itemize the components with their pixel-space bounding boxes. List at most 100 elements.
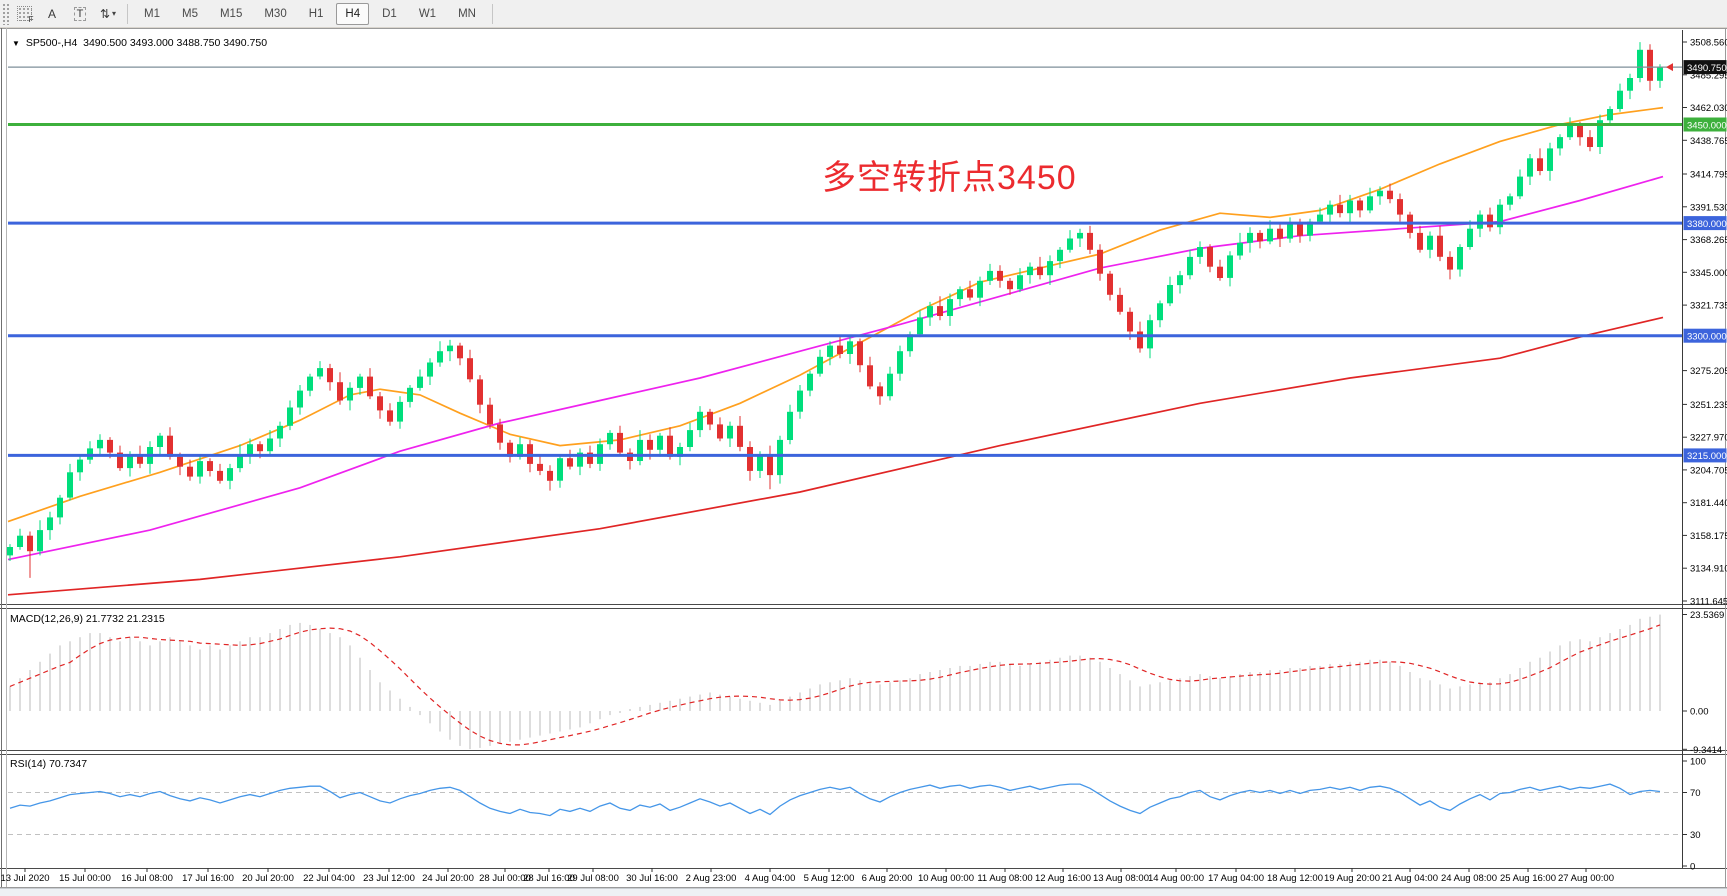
macd-scale-label: -9.3414 bbox=[1690, 745, 1722, 756]
panel-splitter[interactable] bbox=[0, 748, 1727, 754]
time-axis-label: 27 Aug 00:00 bbox=[1558, 873, 1614, 884]
time-axis-label: 30 Jul 16:00 bbox=[626, 873, 678, 884]
candlestick-series bbox=[7, 42, 1663, 578]
price-tick-label: 3251.235 bbox=[1690, 400, 1727, 411]
grid-tool-button[interactable]: F bbox=[11, 2, 37, 26]
time-axis-label: 20 Jul 20:00 bbox=[242, 873, 294, 884]
time-axis-label: 28 Jul 16:00 bbox=[523, 873, 575, 884]
price-badge-label: 3215.000 bbox=[1687, 451, 1727, 462]
timeframe-m15-button[interactable]: M15 bbox=[219, 7, 243, 20]
time-axis-label: 22 Jul 04:00 bbox=[303, 873, 355, 884]
rsi-line bbox=[9, 783, 1661, 817]
time-axis-label: 16 Jul 08:00 bbox=[121, 873, 173, 884]
price-badge: 3300.000 bbox=[1683, 328, 1727, 343]
price-tick-label: 3414.795 bbox=[1690, 170, 1727, 181]
timeframe-m5-button[interactable]: M5 bbox=[181, 7, 198, 20]
price-scale: 3508.560 3485.295 3462.030 3438.765 3414.795… bbox=[1682, 38, 1727, 873]
timeframe-h1-button[interactable]: H1 bbox=[308, 7, 324, 20]
macd-scale-label: 23.5369 bbox=[1690, 610, 1724, 621]
timeframe-m1-button[interactable]: M1 bbox=[144, 7, 160, 20]
price-tick-label: 3111.645 bbox=[1690, 597, 1727, 608]
time-axis-label: 15 Jul 00:00 bbox=[59, 873, 111, 884]
time-axis-label: 19 Aug 20:00 bbox=[1324, 873, 1380, 884]
annotation-text: 多空转折点3450 bbox=[822, 159, 1077, 197]
grid-f-label: F bbox=[28, 15, 34, 24]
time-axis-label: 13 Aug 08:00 bbox=[1093, 873, 1149, 884]
price-tick-label: 3134.910 bbox=[1690, 564, 1727, 575]
text-label-icon: A bbox=[47, 6, 56, 21]
status-strip bbox=[0, 888, 1727, 896]
rsi-scale-label: 100 bbox=[1690, 757, 1706, 768]
price-tick-label: 3485.295 bbox=[1690, 70, 1727, 81]
time-axis-label: 24 Aug 08:00 bbox=[1441, 873, 1497, 884]
time-axis-label: 23 Jul 12:00 bbox=[363, 873, 415, 884]
timeframe-d1-button[interactable]: D1 bbox=[382, 7, 397, 20]
time-axis-label: 10 Aug 00:00 bbox=[918, 873, 974, 884]
toolbar-drag-handle[interactable] bbox=[2, 2, 10, 25]
price-badge-label: 3300.000 bbox=[1687, 332, 1727, 343]
text-label-tool-button[interactable]: A bbox=[39, 2, 65, 26]
price-badge-label: 3450.000 bbox=[1687, 120, 1727, 131]
price-tick-label: 3345.000 bbox=[1690, 268, 1727, 279]
time-axis-label: 6 Aug 20:00 bbox=[862, 873, 913, 884]
time-axis-label: 28 Jul 00:00 bbox=[479, 873, 531, 884]
horizontal-lines bbox=[8, 123, 1682, 457]
toolbar: F A T ⇅ ▾ M1 M5 M15 M30 H1 H4 D1 W1 MN bbox=[0, 0, 1727, 28]
rsi-scale-label: 70 bbox=[1690, 788, 1701, 799]
price-badge-label: 3380.000 bbox=[1687, 219, 1727, 230]
price-badge: 3380.000 bbox=[1683, 216, 1727, 231]
timeframe-h4-button[interactable]: H4 bbox=[336, 2, 370, 25]
toolbar-separator bbox=[127, 3, 128, 24]
price-tick-label: 3438.765 bbox=[1690, 136, 1727, 147]
time-axis-label: 21 Aug 04:00 bbox=[1382, 873, 1438, 884]
time-axis: 13 Jul 2020 15 Jul 00:00 16 Jul 08:00 17 Ju… bbox=[0, 868, 1614, 884]
time-axis-label: 29 Jul 08:00 bbox=[567, 873, 619, 884]
price-tick-label: 3204.705 bbox=[1690, 465, 1727, 476]
text-box-icon: T bbox=[73, 6, 87, 21]
price-badge: 3490.750 bbox=[1683, 60, 1727, 75]
time-axis-label: 25 Aug 16:00 bbox=[1500, 873, 1556, 884]
symbol-dropdown-icon[interactable]: ▼ bbox=[12, 39, 20, 48]
text-box-tool-button[interactable]: T bbox=[67, 2, 93, 26]
time-axis-label: 14 Aug 00:00 bbox=[1148, 873, 1204, 884]
price-tick-label: 3158.175 bbox=[1690, 531, 1727, 542]
panel-splitter[interactable] bbox=[0, 602, 1727, 608]
price-tick-label: 3321.735 bbox=[1690, 301, 1727, 312]
arrows-tool-button[interactable]: ⇅ ▾ bbox=[95, 2, 121, 26]
macd-histogram bbox=[9, 614, 1661, 750]
timeframe-w1-button[interactable]: W1 bbox=[418, 7, 437, 20]
time-axis-label: 13 Jul 2020 bbox=[0, 873, 49, 884]
price-badge-label: 3490.750 bbox=[1687, 63, 1727, 74]
ma-mid-line bbox=[7, 175, 1664, 561]
price-tick-label: 3227.970 bbox=[1690, 433, 1727, 444]
price-tick-label: 3368.265 bbox=[1690, 235, 1727, 246]
timeframe-m30-button[interactable]: M30 bbox=[264, 7, 287, 20]
time-axis-label: 5 Aug 12:00 bbox=[804, 873, 855, 884]
current-price-arrow bbox=[1666, 63, 1673, 72]
timeframe-mn-button[interactable]: MN bbox=[458, 7, 476, 20]
time-axis-label: 12 Aug 16:00 bbox=[1035, 873, 1091, 884]
time-axis-label: 18 Aug 12:00 bbox=[1267, 873, 1323, 884]
arrows-icon: ⇅ bbox=[99, 6, 111, 21]
rsi-scale-label: 30 bbox=[1690, 830, 1701, 841]
chevron-down-icon: ▾ bbox=[112, 9, 117, 18]
macd-indicator-label: MACD(12,26,9) 21.7732 21.2315 bbox=[10, 613, 165, 625]
price-tick-label: 3275.205 bbox=[1690, 366, 1727, 377]
time-axis-label: 11 Aug 08:00 bbox=[977, 873, 1032, 884]
ma-slow-line bbox=[7, 316, 1664, 596]
price-badge: 3450.000 bbox=[1683, 117, 1727, 132]
rsi-scale-label: 0 bbox=[1690, 862, 1695, 873]
time-axis-label: 17 Jul 16:00 bbox=[182, 873, 234, 884]
price-tick-label: 3391.530 bbox=[1690, 202, 1727, 213]
rsi-indicator-label: RSI(14) 70.7347 bbox=[10, 758, 88, 770]
toolbar-separator bbox=[491, 3, 493, 24]
time-axis-label: 2 Aug 23:00 bbox=[686, 873, 737, 884]
time-axis-label: 24 Jul 20:00 bbox=[422, 873, 474, 884]
price-tick-label: 3462.030 bbox=[1690, 103, 1727, 114]
price-badge: 3215.000 bbox=[1683, 448, 1727, 463]
price-tick-label: 3508.560 bbox=[1690, 38, 1727, 49]
symbol-info: ▼ SP500-,H4 3490.500 3493.000 3488.750 34… bbox=[12, 37, 267, 49]
macd-scale-label: 0.00 bbox=[1690, 707, 1709, 718]
